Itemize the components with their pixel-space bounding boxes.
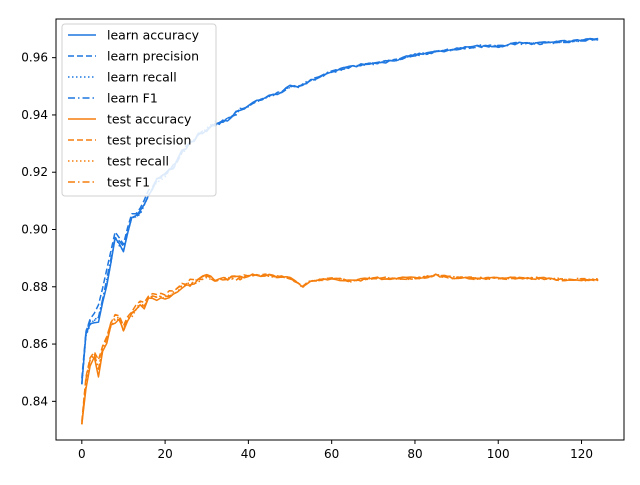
series-line-test-recall bbox=[81, 273, 599, 425]
legend-label: learn F1 bbox=[107, 91, 158, 106]
x-axis: 0 20 40 60 80 100 120 bbox=[78, 440, 593, 461]
legend-label: test precision bbox=[107, 133, 191, 148]
series-line-learn-f1 bbox=[81, 37, 599, 385]
legend: learn accuracy learn precision learn recal… bbox=[61, 23, 217, 197]
x-tick-label: 40 bbox=[241, 447, 256, 461]
legend-label: learn recall bbox=[107, 70, 177, 85]
legend-label: learn precision bbox=[107, 49, 199, 64]
y-tick-label: 0.84 bbox=[21, 394, 48, 408]
x-tick-label: 80 bbox=[407, 447, 422, 461]
x-tick-label: 0 bbox=[78, 447, 86, 461]
y-tick-label: 0.94 bbox=[21, 108, 48, 122]
y-tick-label: 0.88 bbox=[21, 280, 48, 294]
y-tick-label: 0.90 bbox=[21, 223, 48, 237]
x-tick-label: 60 bbox=[324, 447, 339, 461]
x-tick-label: 20 bbox=[157, 447, 172, 461]
y-axis: 0.84 0.86 0.88 0.90 0.92 0.94 0.96 bbox=[21, 51, 56, 408]
legend-label: test recall bbox=[107, 154, 169, 169]
y-tick-label: 0.96 bbox=[21, 51, 48, 65]
legend-label: learn accuracy bbox=[107, 28, 200, 43]
y-tick-label: 0.86 bbox=[21, 337, 48, 351]
y-tick-label: 0.92 bbox=[21, 165, 48, 179]
series-line-test-f1 bbox=[81, 273, 599, 425]
legend-label: test F1 bbox=[107, 175, 150, 190]
x-tick-label: 100 bbox=[487, 447, 510, 461]
legend-label: test accuracy bbox=[107, 112, 192, 127]
x-tick-label: 120 bbox=[570, 447, 593, 461]
legend-box bbox=[61, 23, 217, 197]
